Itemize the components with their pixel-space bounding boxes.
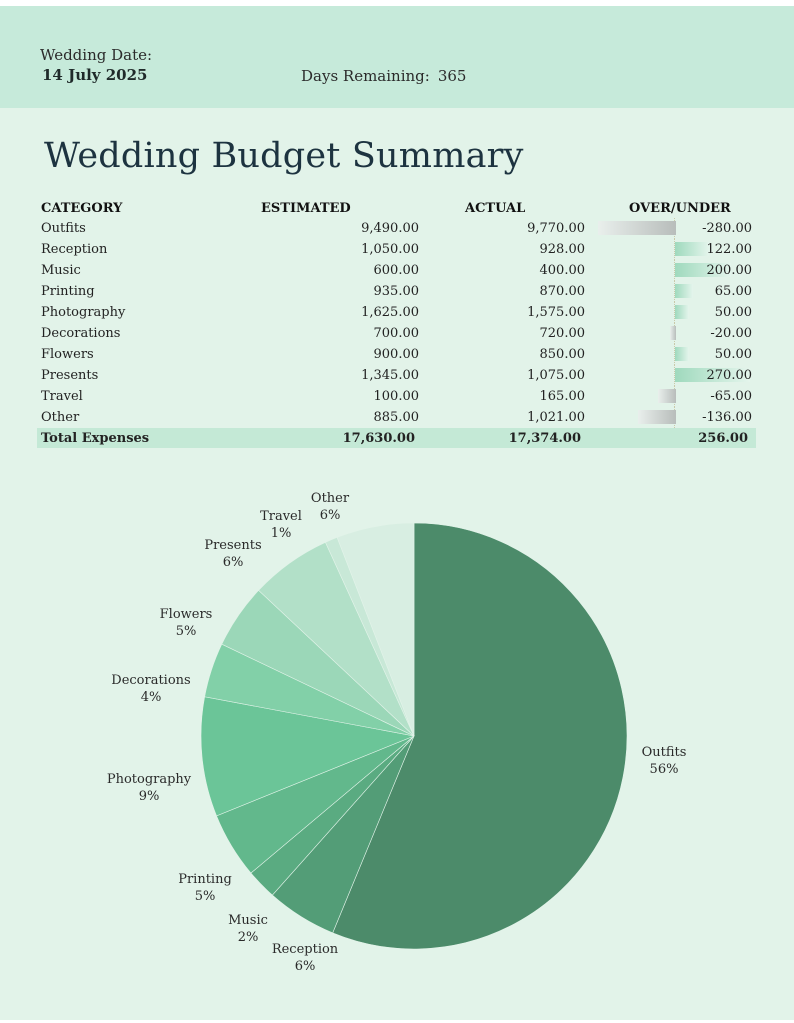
table-row: Reception 1,050.00 928.00 122.00 bbox=[37, 239, 756, 260]
actual-cell[interactable]: 1,575.00 bbox=[527, 305, 585, 320]
over-under-cell[interactable]: 200.00 bbox=[589, 260, 756, 281]
over-under-data-bar bbox=[675, 242, 709, 256]
actual-cell[interactable]: 165.00 bbox=[539, 389, 586, 404]
category-cell[interactable]: Decorations bbox=[41, 326, 121, 341]
estimated-cell[interactable]: 1,625.00 bbox=[361, 305, 419, 320]
column-header-over-under: OVER/UNDER bbox=[629, 201, 731, 216]
category-cell[interactable]: Music bbox=[41, 263, 81, 278]
actual-cell[interactable]: 9,770.00 bbox=[527, 221, 585, 236]
total-label-cell[interactable]: Total Expenses bbox=[37, 428, 221, 448]
total-row: Total Expenses 17,630.00 17,374.00 256.00 bbox=[37, 428, 756, 448]
over-under-cell[interactable]: -20.00 bbox=[589, 323, 756, 344]
category-cell[interactable]: Other bbox=[41, 410, 80, 425]
over-under-data-bar bbox=[675, 263, 731, 277]
total-estimated-cell[interactable]: 17,630.00 bbox=[221, 428, 423, 448]
category-cell[interactable]: Printing bbox=[41, 284, 95, 299]
actual-cell[interactable]: 1,075.00 bbox=[527, 368, 585, 383]
over-under-value: 50.00 bbox=[714, 347, 752, 362]
table-row: Music 600.00 400.00 200.00 bbox=[37, 260, 756, 281]
days-remaining-label: Days Remaining: bbox=[301, 67, 430, 85]
over-under-data-bar bbox=[670, 326, 676, 340]
actual-cell[interactable]: 400.00 bbox=[539, 263, 586, 278]
over-under-cell[interactable]: -136.00 bbox=[589, 407, 756, 428]
over-under-value: 270.00 bbox=[706, 368, 753, 383]
over-under-cell[interactable]: -280.00 bbox=[589, 218, 756, 239]
over-under-cell[interactable]: -65.00 bbox=[589, 386, 756, 407]
category-cell[interactable]: Travel bbox=[41, 389, 83, 404]
days-remaining-value: 365 bbox=[437, 67, 467, 85]
over-under-cell[interactable]: 50.00 bbox=[589, 302, 756, 323]
header-band: Wedding Date: 14 July 2025 Days Remainin… bbox=[0, 6, 794, 108]
over-under-cell[interactable]: 65.00 bbox=[589, 281, 756, 302]
over-under-data-bar bbox=[598, 221, 676, 235]
over-under-value: -65.00 bbox=[710, 389, 752, 404]
estimated-cell[interactable]: 935.00 bbox=[373, 284, 420, 299]
estimated-cell[interactable]: 885.00 bbox=[373, 410, 420, 425]
table-row: Printing 935.00 870.00 65.00 bbox=[37, 281, 756, 302]
over-under-value: -136.00 bbox=[702, 410, 752, 425]
actual-cell[interactable]: 870.00 bbox=[539, 284, 586, 299]
estimated-cell[interactable]: 1,345.00 bbox=[361, 368, 419, 383]
estimated-cell[interactable]: 100.00 bbox=[373, 389, 420, 404]
table-row: Flowers 900.00 850.00 50.00 bbox=[37, 344, 756, 365]
table-row: Photography 1,625.00 1,575.00 50.00 bbox=[37, 302, 756, 323]
category-cell[interactable]: Outfits bbox=[41, 221, 86, 236]
over-under-cell[interactable]: 50.00 bbox=[589, 344, 756, 365]
actual-cell[interactable]: 928.00 bbox=[539, 242, 586, 257]
table-row: Other 885.00 1,021.00 -136.00 bbox=[37, 407, 756, 428]
table-header-row: CATEGORY ESTIMATED ACTUAL OVER/UNDER bbox=[37, 199, 756, 218]
over-under-value: 122.00 bbox=[706, 242, 753, 257]
column-header-actual: ACTUAL bbox=[465, 201, 526, 216]
table-row: Outfits 9,490.00 9,770.00 -280.00 bbox=[37, 218, 756, 239]
over-under-cell[interactable]: 270.00 bbox=[589, 365, 756, 386]
over-under-data-bar bbox=[675, 284, 693, 298]
category-cell[interactable]: Photography bbox=[41, 305, 126, 320]
actual-cell[interactable]: 1,021.00 bbox=[527, 410, 585, 425]
wedding-date-value[interactable]: 14 July 2025 bbox=[42, 66, 148, 84]
over-under-value: -20.00 bbox=[710, 326, 752, 341]
estimated-cell[interactable]: 1,050.00 bbox=[361, 242, 419, 257]
over-under-value: 50.00 bbox=[714, 305, 752, 320]
category-cell[interactable]: Flowers bbox=[41, 347, 94, 362]
over-under-value: 200.00 bbox=[706, 263, 753, 278]
category-cell[interactable]: Presents bbox=[41, 368, 99, 383]
over-under-data-bar bbox=[658, 389, 676, 403]
over-under-value: 65.00 bbox=[714, 284, 752, 299]
over-under-data-bar bbox=[675, 347, 689, 361]
column-header-estimated: ESTIMATED bbox=[261, 201, 351, 216]
over-under-data-bar bbox=[638, 410, 676, 424]
total-actual-cell[interactable]: 17,374.00 bbox=[423, 428, 589, 448]
table-row: Decorations 700.00 720.00 -20.00 bbox=[37, 323, 756, 344]
days-remaining: Days Remaining: 365 bbox=[301, 67, 466, 85]
category-cell[interactable]: Reception bbox=[41, 242, 108, 257]
over-under-value: -280.00 bbox=[702, 221, 752, 236]
total-over-under-cell[interactable]: 256.00 bbox=[589, 428, 756, 448]
column-header-category: CATEGORY bbox=[41, 201, 123, 216]
over-under-data-bar bbox=[675, 305, 689, 319]
actual-cell[interactable]: 720.00 bbox=[539, 326, 586, 341]
over-under-data-bar bbox=[675, 368, 750, 382]
budget-table: CATEGORY ESTIMATED ACTUAL OVER/UNDER Out… bbox=[37, 199, 756, 448]
table-row: Presents 1,345.00 1,075.00 270.00 bbox=[37, 365, 756, 386]
estimated-cell[interactable]: 9,490.00 bbox=[361, 221, 419, 236]
document-page: Wedding Date: 14 July 2025 Days Remainin… bbox=[0, 6, 794, 1020]
table-row: Travel 100.00 165.00 -65.00 bbox=[37, 386, 756, 407]
page-title: Wedding Budget Summary bbox=[44, 136, 524, 176]
over-under-cell[interactable]: 122.00 bbox=[589, 239, 756, 260]
wedding-date-label: Wedding Date: bbox=[40, 46, 153, 64]
estimated-cell[interactable]: 700.00 bbox=[373, 326, 420, 341]
actual-cell[interactable]: 850.00 bbox=[539, 347, 586, 362]
estimated-cell[interactable]: 600.00 bbox=[373, 263, 420, 278]
estimated-cell[interactable]: 900.00 bbox=[373, 347, 420, 362]
